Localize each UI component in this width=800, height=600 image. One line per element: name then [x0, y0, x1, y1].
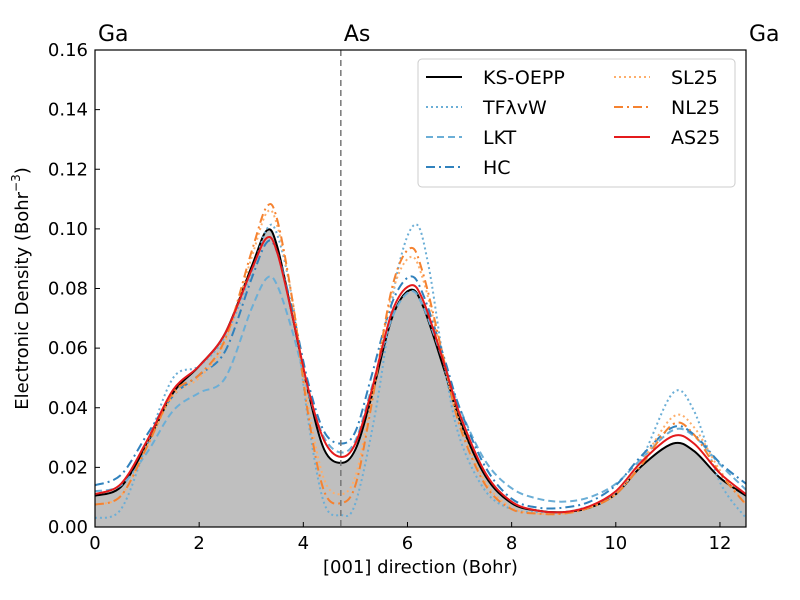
legend-label-3: HC	[483, 157, 511, 179]
y-tick-label: 0.04	[48, 398, 88, 419]
reference-fill-area	[95, 229, 746, 528]
atom-label-ga: Ga	[98, 22, 129, 47]
x-tick-label: 4	[298, 533, 309, 554]
x-axis-ticks: 0 2 4 6 8 10 12	[89, 522, 731, 554]
legend-label-5: NL25	[671, 97, 720, 119]
x-tick-label: 12	[709, 533, 732, 554]
y-tick-label: 0.14	[48, 100, 88, 121]
series-line-6	[94, 236, 747, 514]
y-axis-label: Electronic Density (Bohr−3)	[9, 167, 33, 410]
atom-label-ga: Ga	[749, 22, 780, 47]
legend-box	[417, 58, 736, 188]
y-tick-label: 0.16	[48, 40, 88, 61]
atom-label-as: As	[344, 22, 371, 47]
x-tick-label: 10	[604, 533, 627, 554]
x-tick-label: 6	[402, 533, 413, 554]
y-axis-label-exponent: −3	[9, 174, 23, 192]
y-tick-label: 0.00	[48, 517, 88, 538]
legend-label-6: AS25	[671, 127, 720, 149]
x-tick-label: 2	[193, 533, 204, 554]
series-line-2	[94, 275, 747, 503]
legend: KS-OEPP TFλvW LKT HC SL25 NL25 AS25	[417, 58, 736, 188]
legend-label-1: TFλvW	[482, 97, 547, 119]
legend-label-2: LKT	[483, 127, 517, 149]
atom-labels: Ga As Ga	[98, 22, 780, 47]
legend-label-0: KS-OEPP	[483, 67, 565, 89]
series-line-5	[94, 203, 747, 516]
y-tick-label: 0.08	[48, 279, 88, 300]
y-tick-label: 0.10	[48, 219, 88, 240]
x-tick-label: 8	[506, 533, 517, 554]
series-line-3	[94, 239, 747, 510]
y-axis-ticks: 0.00 0.02 0.04 0.06 0.08 0.10 0.12 0.14 0.16	[48, 40, 100, 538]
y-tick-label: 0.02	[48, 457, 88, 478]
y-tick-label: 0.12	[48, 159, 88, 180]
reference-density-fill	[95, 229, 746, 528]
legend-label-4: SL25	[671, 67, 718, 89]
x-axis-label: [001] direction (Bohr)	[323, 557, 518, 578]
x-tick-label: 0	[89, 533, 100, 554]
y-axis-label-close: )	[12, 167, 33, 174]
y-axis-label-main: Electronic Density (Bohr	[12, 191, 33, 409]
y-tick-label: 0.06	[48, 338, 88, 359]
series-lines	[94, 203, 747, 520]
